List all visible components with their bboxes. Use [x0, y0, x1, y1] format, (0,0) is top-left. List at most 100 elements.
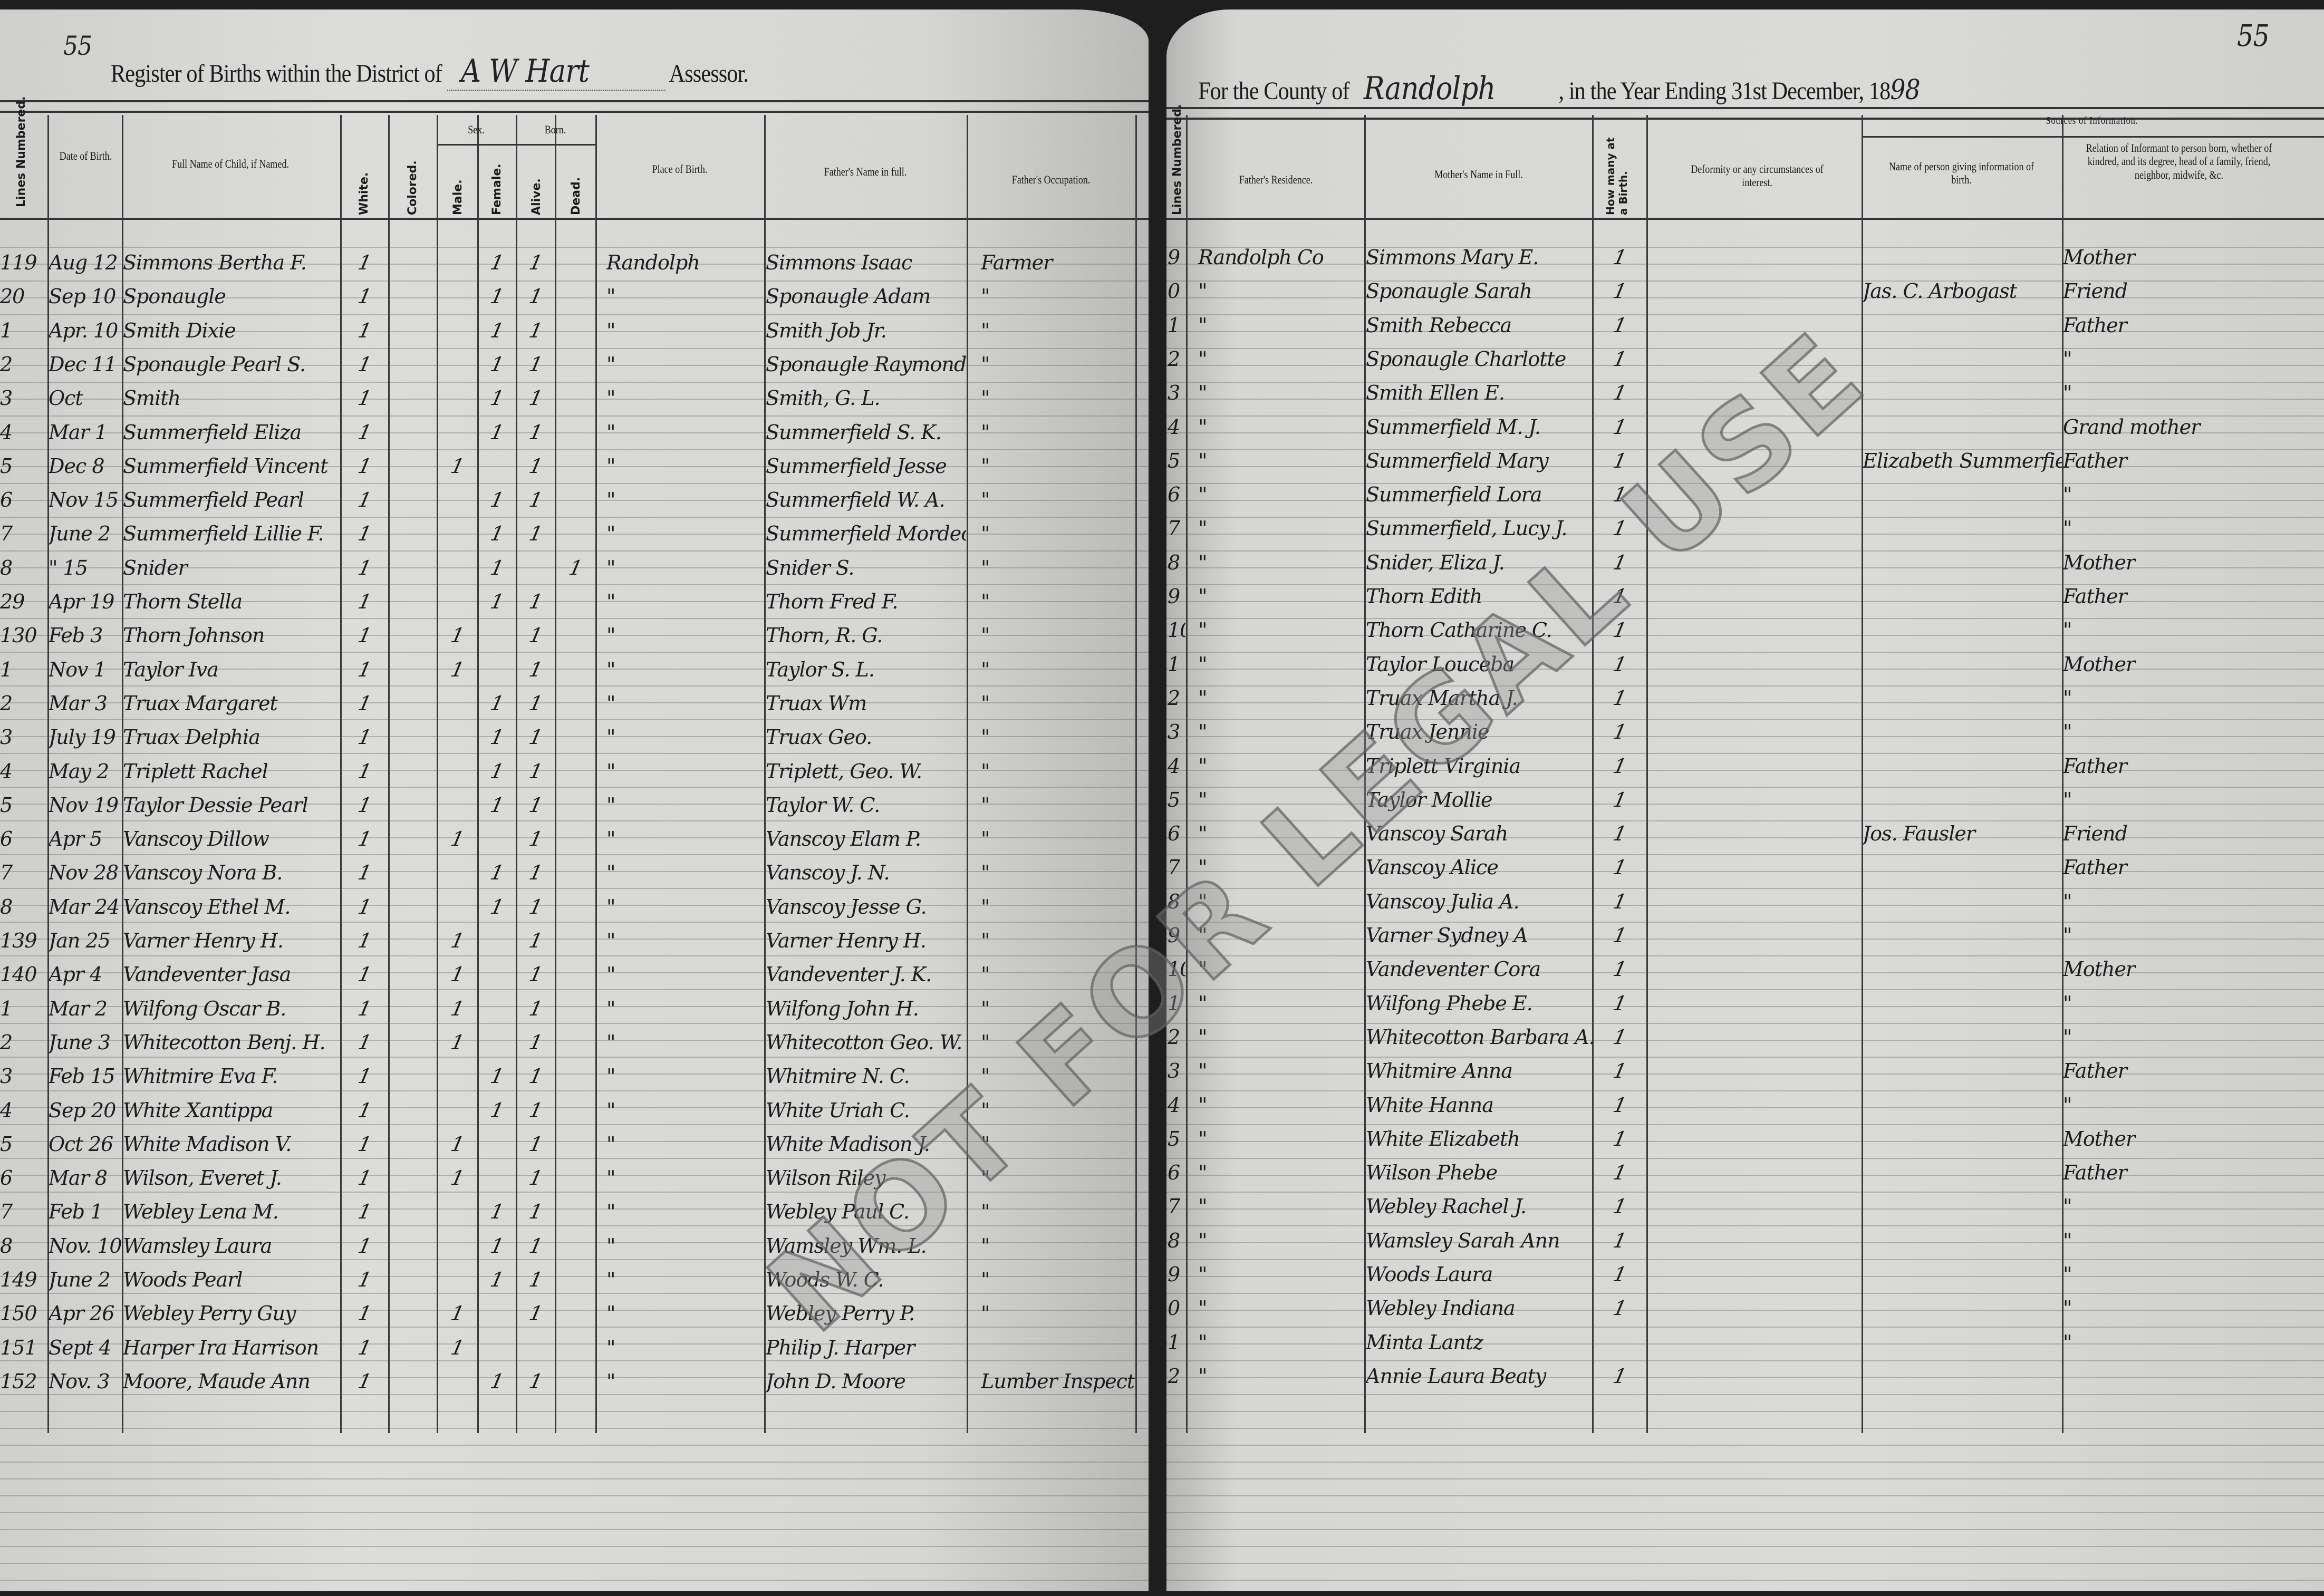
place-of-birth: " [606, 318, 615, 342]
line-number: 149 [0, 1268, 37, 1291]
line-number: 7 [1168, 856, 1180, 879]
father-residence: " [1198, 585, 1207, 608]
informant-relation: " [2063, 720, 2072, 744]
white-tally: 1 [355, 352, 373, 376]
line-number: 2 [1168, 686, 1180, 710]
male-tally [433, 688, 480, 720]
male-tally [433, 349, 480, 381]
column-rule [1592, 115, 1594, 1433]
informant-name [1863, 547, 2062, 579]
header-bottom-rule [0, 218, 1149, 223]
father-occupation: " [981, 1098, 990, 1122]
female-tally [474, 823, 519, 856]
informant-relation: " [2063, 483, 2072, 507]
alive-tally: 1 [527, 726, 544, 749]
header-name: Full Name of Child, if Named. [172, 157, 289, 170]
alive-tally: 1 [527, 285, 544, 308]
colored-tally [385, 654, 439, 686]
female-tally: 1 [488, 285, 506, 308]
line-number: 7 [0, 861, 13, 885]
dead-tally [552, 857, 599, 889]
deformity-note [1647, 1225, 1861, 1258]
child-name: Wilfong Oscar B. [123, 997, 286, 1020]
alive-tally: 1 [527, 454, 544, 478]
line-number: 6 [1168, 822, 1180, 846]
column-rule [340, 115, 342, 1433]
deformity-note [1647, 1021, 1861, 1054]
line-number: 3 [0, 1065, 13, 1088]
female-tally: 1 [488, 488, 506, 512]
place-of-birth: " [606, 352, 615, 376]
father-residence: " [1198, 1364, 1207, 1388]
informant-relation: " [2063, 686, 2072, 710]
line-number: 10 [1168, 618, 1185, 642]
dead-tally [552, 891, 599, 924]
father-residence: " [1198, 889, 1207, 913]
father-occupation: " [981, 861, 990, 885]
birth-date: Nov 1 [49, 657, 107, 681]
father-occupation: " [981, 793, 990, 817]
dead-tally [552, 1128, 599, 1161]
place-of-birth: " [606, 827, 615, 851]
colored-tally [385, 1298, 439, 1330]
title-suffix: Assessor. [669, 60, 749, 88]
place-of-birth: " [606, 1302, 615, 1326]
father-residence: " [1198, 652, 1207, 676]
line-number: 152 [0, 1369, 37, 1393]
white-tally: 1 [355, 251, 373, 274]
colored-tally [385, 1230, 439, 1263]
informant-relation: " [2063, 991, 2072, 1015]
male-tally [433, 315, 480, 347]
dead-tally [552, 993, 599, 1026]
female-tally [474, 925, 519, 957]
column-rule [1862, 115, 1863, 1433]
dead-tally [552, 382, 599, 415]
how-many-at-birth: 1 [1611, 415, 1628, 439]
birth-date: Apr 4 [49, 963, 102, 986]
how-many-at-birth: 1 [1611, 1093, 1628, 1117]
line-number: 1 [1168, 652, 1180, 676]
informant-relation: Mother [2063, 652, 2135, 676]
informant-name [1863, 852, 2062, 884]
deformity-note [1647, 818, 1861, 850]
line-number: 4 [1168, 1093, 1180, 1117]
informant-relation: " [2063, 1195, 2072, 1218]
column-rule [516, 115, 517, 1433]
father-name: Triplett, Geo. W. [766, 759, 922, 783]
how-many-at-birth: 1 [1611, 483, 1628, 507]
line-number: 2 [0, 352, 13, 376]
column-rule [437, 115, 438, 1433]
dead-tally [552, 1264, 599, 1297]
line-number: 9 [1168, 585, 1180, 608]
dead-tally [552, 349, 599, 381]
father-occupation: " [981, 1065, 990, 1088]
birth-date: Aug 12 [49, 251, 118, 274]
father-occupation [981, 1332, 1135, 1365]
father-occupation: " [981, 827, 990, 851]
alive-tally: 1 [527, 1302, 544, 1326]
female-tally: 1 [488, 420, 506, 444]
dead-tally [552, 654, 599, 686]
mother-name: Summerfield M. J. [1366, 415, 1541, 439]
child-name: White Madison V. [123, 1132, 292, 1156]
mother-name: Sponaugle Sarah [1366, 279, 1532, 303]
male-tally [433, 891, 480, 924]
informant-name [1863, 614, 2062, 647]
child-name: Taylor Dessie Pearl [123, 793, 308, 817]
colored-tally [385, 1196, 439, 1229]
child-name: Wilson, Everet J. [123, 1166, 282, 1190]
dead-tally [552, 688, 599, 720]
mother-name: Summerfield Mary [1366, 449, 1549, 472]
alive-tally: 1 [527, 827, 544, 851]
how-many-at-birth: 1 [1611, 754, 1628, 778]
place-of-birth: " [606, 1166, 615, 1190]
header-bottom-rule [1166, 218, 2324, 223]
how-many-at-birth: 1 [1611, 1297, 1628, 1320]
father-residence: " [1198, 449, 1207, 472]
mother-name: White Elizabeth [1366, 1127, 1520, 1150]
father-occupation: " [981, 1030, 990, 1054]
line-number: 119 [0, 251, 37, 274]
informant-name [1863, 479, 2062, 511]
deformity-note [1647, 649, 1861, 681]
birth-date: Apr. 10 [49, 318, 118, 342]
